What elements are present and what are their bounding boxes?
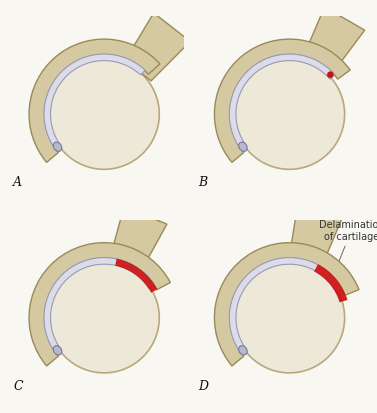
Wedge shape: [229, 258, 343, 350]
Text: B: B: [198, 176, 208, 189]
Wedge shape: [29, 243, 170, 366]
Polygon shape: [303, 8, 365, 76]
Wedge shape: [314, 264, 348, 303]
Text: D: D: [198, 379, 208, 392]
Circle shape: [327, 72, 334, 79]
Ellipse shape: [53, 143, 62, 152]
Circle shape: [234, 60, 345, 170]
Wedge shape: [215, 243, 359, 366]
Wedge shape: [215, 40, 350, 163]
Text: C: C: [13, 379, 23, 392]
Text: A: A: [13, 176, 22, 189]
Wedge shape: [44, 258, 155, 350]
Wedge shape: [229, 55, 335, 147]
Ellipse shape: [239, 346, 247, 355]
Ellipse shape: [53, 346, 62, 355]
Polygon shape: [125, 14, 190, 82]
Circle shape: [49, 263, 159, 373]
Wedge shape: [115, 259, 158, 293]
Wedge shape: [29, 40, 160, 163]
Ellipse shape: [239, 143, 247, 152]
Circle shape: [234, 263, 345, 373]
Polygon shape: [109, 207, 167, 273]
Circle shape: [49, 60, 159, 170]
Text: Delamination
of cartilage: Delamination of cartilage: [319, 220, 377, 269]
Wedge shape: [44, 55, 145, 147]
Polygon shape: [289, 206, 342, 270]
